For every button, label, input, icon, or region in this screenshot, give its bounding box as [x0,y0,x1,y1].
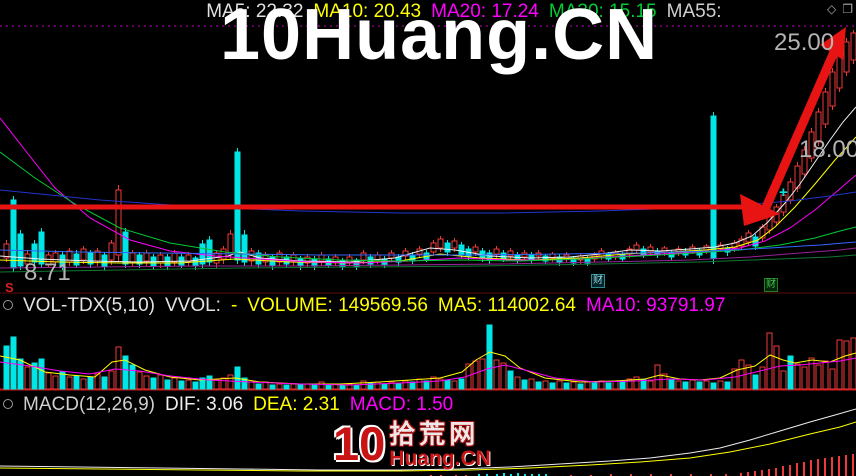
macd-readings: DIF: 3.06 DEA: 2.31 MACD: 1.50 [165,394,453,416]
macd-indicator-header: MACD(12,26,9) DIF: 3.06 DEA: 2.31 MACD: 1.… [3,394,453,416]
macd-lines [0,408,856,472]
price-axis-label: 8.71 [24,259,71,286]
ma-line-ma20 [0,117,856,264]
indicator-value: MA30: 15.15 [548,1,657,22]
logo-text-column: 拾荒网 Huang.CN [389,421,491,470]
volume-readings: VVOL: - VOLUME: 149569.56 MA5: 114002.64 MA1… [165,295,725,317]
indicator-value: - [230,295,238,316]
macd-histogram [430,454,854,476]
surge-arrowhead [820,27,846,60]
indicator-name-vol: VOL-TDX(5,10) [23,295,155,316]
stock-title: 惠发食品 (日线.前复权) [2,1,197,22]
indicator-name-macd: MACD(12,26,9) [23,394,155,415]
site-watermark-text: 10Huang.CN [220,0,659,75]
window-icon[interactable]: ❐ [842,2,853,16]
dea-line [0,421,856,472]
ma-line-ma10 [0,136,856,264]
diamond-icon[interactable]: ◇ [827,2,837,16]
volume-bars [3,324,856,390]
indicator-value: DIF: 3.06 [165,394,244,415]
indicator-value: MACD: 1.50 [349,394,454,415]
event-marker[interactable]: 财 [764,278,778,292]
price-axis-label: 25.00 [774,29,835,56]
vol-ma5-line [0,351,856,385]
title-bar: 惠发食品 (日线.前复权) MA5: 22.32 MA10: 20.43 MA20:… [2,1,722,23]
surge-arrow [759,50,839,214]
ma-line-ma120 [0,189,856,214]
dif-line [0,408,856,471]
volume-ma-lines [0,351,856,386]
ma-line-ma-purple [0,247,856,269]
volume-indicator-header: VOL-TDX(5,10) VVOL: - VOLUME: 149569.56 MA5… [3,295,725,317]
indicator-value: VOLUME: 149569.56 [247,295,428,316]
collapse-icon[interactable] [3,300,13,310]
price-axis-label: 18.00 [799,136,856,163]
site-logo-watermark: 10 拾荒网 Huang.CN [333,419,491,470]
ma-lines [0,106,856,273]
indicator-value: MA10: 20.43 [313,1,422,22]
indicator-value: DEA: 2.31 [253,394,340,415]
indicator-value: MA5: 114002.64 [437,295,576,316]
indicator-value: MA10: 93791.97 [585,295,726,316]
ma-line-ma-darkgreen [0,254,856,273]
indicator-value: MA20: 17.24 [431,1,539,22]
indicator-value: MA5: 22.32 [206,1,304,22]
collapse-icon[interactable] [3,399,13,409]
crosshair-marker[interactable]: + [779,184,788,201]
window-corner-icons: ◇ ❐ [827,2,853,16]
ma-line-ma55 [0,241,856,256]
logo-number: 10 [333,417,386,470]
annotation-arrows [0,27,846,226]
logo-site-name: 拾荒网 [389,419,480,449]
sell-signal-marker[interactable]: S [5,280,14,295]
logo-domain: Huang.CN [389,447,491,470]
ma-readings: MA5: 22.32 MA10: 20.43 MA20: 17.24 MA30: 15… [206,1,721,23]
vol-ma10-line [0,357,856,386]
indicator-value: VVOL: [164,295,221,316]
ma-line-ma30 [0,151,856,262]
finance-report-marker[interactable]: 财 [591,274,605,288]
indicator-value: MA55: [666,1,722,22]
